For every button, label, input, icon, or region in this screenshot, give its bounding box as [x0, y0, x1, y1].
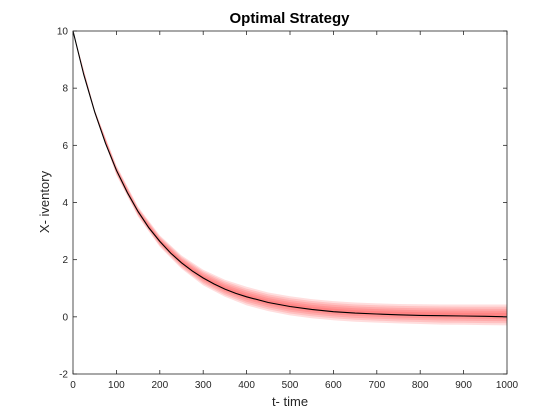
- x-tick-label: 100: [108, 380, 125, 391]
- x-tick-label: 500: [282, 380, 299, 391]
- x-tick-label: 800: [412, 380, 429, 391]
- x-axis-label: t- time: [272, 394, 308, 409]
- x-axis-ticks: 0 100 200 300 400 500 600 700 800 900 1000: [70, 31, 519, 391]
- x-tick-label: 0: [70, 380, 76, 391]
- y-axis-label: X- iventory: [37, 170, 52, 233]
- series-lines: [72, 30, 508, 318]
- y-tick-label: 2: [62, 255, 68, 266]
- x-tick-label: 300: [195, 380, 212, 391]
- x-tick-label: 1000: [496, 380, 519, 391]
- y-tick-label: 8: [62, 84, 68, 95]
- x-tick-label: 700: [368, 380, 385, 391]
- y-axis-ticks: -2 0 2 4 6 8 10: [57, 27, 507, 381]
- x-tick-label: 200: [151, 380, 168, 391]
- y-tick-label: 10: [57, 27, 69, 38]
- x-tick-label: 900: [455, 380, 472, 391]
- y-tick-label: 6: [62, 141, 68, 152]
- y-tick-label: -2: [59, 370, 68, 381]
- y-tick-label: 0: [62, 312, 68, 323]
- y-tick-label: 4: [62, 198, 68, 209]
- chart-title: Optimal Strategy: [229, 10, 350, 27]
- x-tick-label: 600: [325, 380, 342, 391]
- x-tick-label: 400: [238, 380, 255, 391]
- series-line-1: [72, 30, 508, 318]
